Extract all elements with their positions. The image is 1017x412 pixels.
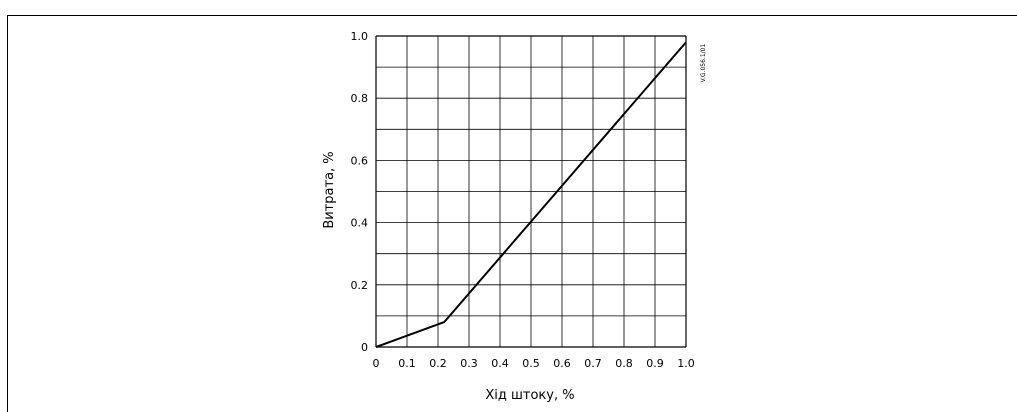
x-axis-ticks: 0 0.1 0.2 0.3 0.4 0.5 0.6 0.7 0.8 0.9 1.0 [373, 357, 695, 370]
x-tick-label: 0.1 [398, 357, 416, 370]
series-line [375, 41, 687, 348]
y-tick-label: 0.8 [351, 92, 369, 105]
x-tick-label: 0.2 [429, 357, 447, 370]
figure-reference-code: V.G.056.1/01 [700, 44, 707, 83]
x-tick-label: 0.3 [460, 357, 478, 370]
x-tick-label: 0.6 [553, 357, 571, 370]
x-tick-label: 0 [373, 357, 380, 370]
x-tick-label: 0.8 [615, 357, 633, 370]
x-tick-label: 1.0 [677, 357, 695, 370]
series-layer [375, 41, 687, 348]
y-axis-title: Витрата, % [322, 151, 337, 228]
y-tick-label: 0 [361, 341, 368, 354]
y-tick-label: 0.2 [351, 279, 369, 292]
y-tick-label: 1.0 [351, 30, 369, 43]
y-axis-ticks: 0 0.2 0.4 0.6 0.8 1.0 [351, 30, 369, 354]
x-tick-label: 0.7 [584, 357, 602, 370]
x-tick-label: 0.5 [522, 357, 540, 370]
x-tick-label: 0.4 [491, 357, 509, 370]
x-tick-label: 0.9 [646, 357, 664, 370]
grid [375, 35, 687, 348]
x-axis-title: Хід штоку, % [485, 388, 574, 403]
figure-frame [7, 15, 1017, 412]
y-tick-label: 0.6 [351, 154, 369, 167]
y-tick-label: 0.4 [351, 217, 369, 230]
